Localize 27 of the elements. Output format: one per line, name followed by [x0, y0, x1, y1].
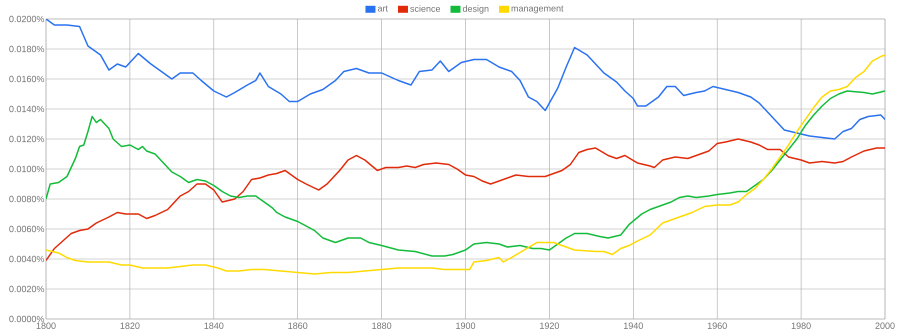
legend-label: science: [410, 5, 440, 12]
y-tick-label: 0.0200%: [9, 16, 44, 22]
y-tick-label: 0.0060%: [9, 226, 44, 232]
y-tick-label: 0.0040%: [9, 256, 44, 262]
legend-label: art: [378, 6, 388, 12]
y-tick-label: 0.0020%: [9, 286, 44, 292]
y-tick-label: 0.0120%: [9, 136, 44, 142]
x-tick-label: 1860: [288, 322, 308, 329]
y-tick-label: 0.0080%: [9, 196, 44, 202]
x-tick-label: 1840: [204, 322, 224, 329]
x-tick-label: 1800: [36, 322, 56, 329]
x-tick-label: 1940: [624, 322, 643, 329]
x-tick-label: 1820: [120, 322, 140, 329]
x-tick-label: 1880: [372, 322, 392, 329]
x-tick-label: 1980: [792, 322, 811, 329]
y-tick-label: 0.0000%: [9, 316, 44, 322]
y-tick-label: 0.0100%: [9, 166, 44, 172]
x-tick-label: 1960: [708, 322, 727, 329]
y-tick-label: 0.0160%: [9, 76, 44, 82]
line-series: [46, 19, 886, 140]
y-tick-label: 0.0140%: [9, 106, 44, 112]
x-tick-label: 1900: [456, 322, 476, 329]
x-tick-label: 1920: [540, 322, 560, 329]
legend-label: management: [512, 6, 564, 14]
x-tick-label: 2000: [875, 322, 895, 329]
y-tick-label: 0.0180%: [9, 46, 44, 52]
legend-label: design: [462, 5, 488, 14]
